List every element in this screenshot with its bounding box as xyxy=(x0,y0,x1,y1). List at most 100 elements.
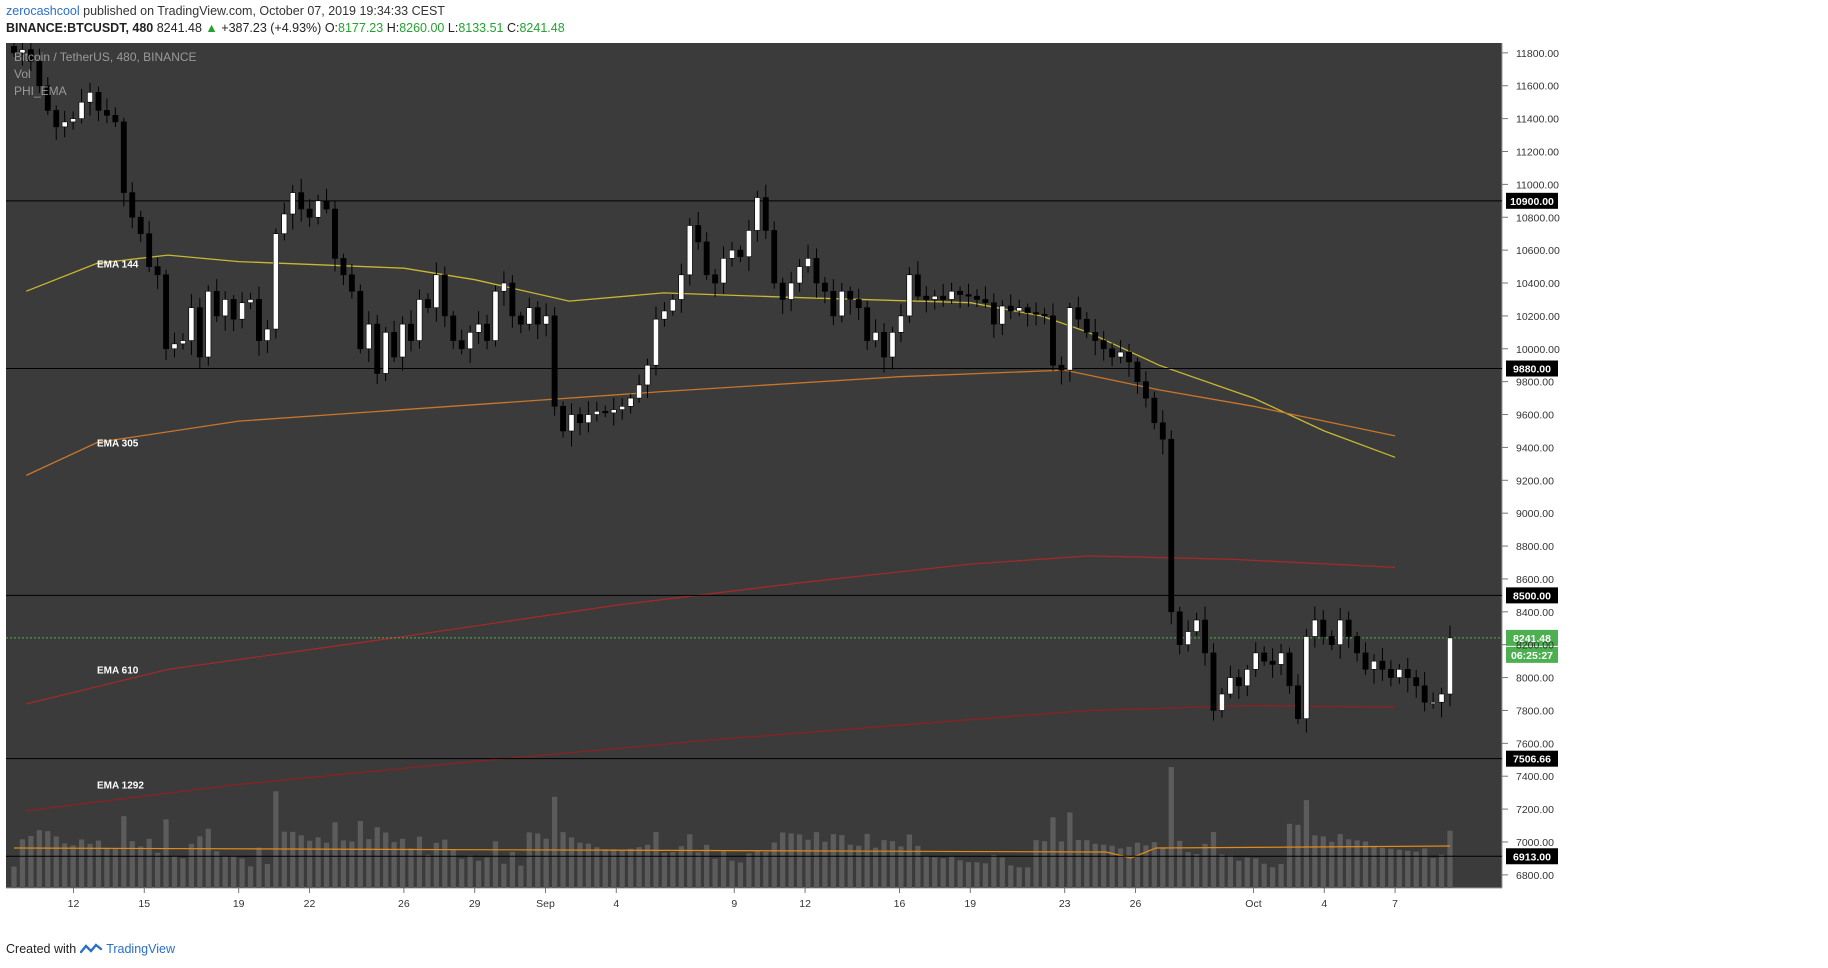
volume-bar xyxy=(1413,851,1419,888)
volume-bar xyxy=(70,845,76,888)
candle-body xyxy=(1303,636,1310,719)
volume-bar xyxy=(1210,832,1217,888)
volume-bar xyxy=(340,840,347,888)
candle-body xyxy=(754,197,761,231)
volume-bar xyxy=(991,854,997,888)
candle-body xyxy=(171,343,178,350)
candle-body xyxy=(433,274,440,308)
candle-body xyxy=(855,299,862,308)
countdown-label: 06:25:27 xyxy=(1511,650,1553,662)
candle-body xyxy=(188,307,195,341)
volume-ma-line xyxy=(13,845,1451,859)
x-tick-label: 9 xyxy=(731,898,737,910)
volume-bar xyxy=(754,850,760,888)
candle-body xyxy=(1295,685,1301,719)
volume-bar xyxy=(1084,840,1090,888)
volume-bar xyxy=(1151,842,1157,888)
candle-body xyxy=(948,290,955,300)
low-value: 8133.51 xyxy=(458,21,504,35)
candle-body xyxy=(898,315,904,333)
level-badge xyxy=(1506,750,1558,767)
y-tick-label: 9000.00 xyxy=(1516,508,1554,520)
volume-bar xyxy=(949,856,955,888)
y-tick-label: 9400.00 xyxy=(1516,442,1554,454)
y-tick-label: 7600.00 xyxy=(1516,738,1554,750)
candle-body xyxy=(619,406,626,410)
volume-bar xyxy=(290,831,296,888)
volume-bar xyxy=(636,847,642,888)
candle-body xyxy=(458,340,465,350)
y-tick-label: 10200.00 xyxy=(1516,311,1560,323)
countdown-badge xyxy=(1506,646,1558,663)
volume-bar xyxy=(36,830,42,888)
candle-body xyxy=(180,340,186,345)
candle-body xyxy=(1354,636,1361,654)
volume-bar xyxy=(644,844,651,888)
volume-bar xyxy=(433,842,439,888)
volume-bar xyxy=(695,852,701,888)
candle-body xyxy=(517,315,524,325)
volume-bar xyxy=(1143,845,1149,888)
candle-body xyxy=(1278,652,1284,665)
volume-bar xyxy=(129,841,135,888)
volume-bar xyxy=(1253,858,1259,888)
candle-body xyxy=(788,282,795,300)
tradingview-link[interactable]: TradingView xyxy=(106,942,175,956)
volume-bar xyxy=(763,851,769,888)
candle-body xyxy=(87,92,93,103)
candle-body xyxy=(1185,631,1192,645)
y-tick-label: 11400.00 xyxy=(1516,114,1559,126)
y-tick-label: 8000.00 xyxy=(1516,673,1554,685)
volume-bar xyxy=(543,838,549,888)
chart-area[interactable]: 10900.00 9880.00 8500.00 7506.66 6913.00 8241… xyxy=(6,39,1822,931)
candle-body xyxy=(1244,669,1251,687)
candle-body xyxy=(914,274,921,297)
candle-body xyxy=(881,332,887,358)
candle-body xyxy=(669,299,676,312)
volume-bar xyxy=(1134,842,1141,888)
candle-body xyxy=(1083,318,1090,333)
close-value: 8241.48 xyxy=(519,21,565,35)
volume-bar xyxy=(1075,840,1081,888)
candle-body xyxy=(1075,307,1082,320)
candle-body xyxy=(610,409,617,414)
volume-bar xyxy=(1396,849,1402,888)
candle-body xyxy=(999,305,1006,325)
candle-body xyxy=(1202,619,1208,654)
candle-body xyxy=(19,49,26,54)
volume-bar xyxy=(425,854,431,888)
y-tick-label: 10000.00 xyxy=(1516,344,1560,356)
candle-body xyxy=(982,299,989,304)
volume-bar xyxy=(1041,841,1048,888)
legend-vol: Vol xyxy=(14,67,31,81)
volume-bar xyxy=(264,864,271,888)
volume-bar xyxy=(704,844,710,888)
volume-bar xyxy=(1126,846,1132,888)
candle-body xyxy=(467,332,474,350)
volume-bar xyxy=(121,816,127,888)
x-tick-label: Sep xyxy=(536,898,555,910)
candle-body xyxy=(931,295,938,300)
candle-body xyxy=(745,230,752,258)
y-tick-label: 11600.00 xyxy=(1516,81,1559,93)
ema-label: EMA 305 xyxy=(97,438,139,449)
y-tick-label: 7400.00 xyxy=(1516,771,1554,783)
candle-body xyxy=(1033,312,1040,315)
candle-body xyxy=(940,295,947,300)
volume-bar xyxy=(95,840,102,888)
candle-body xyxy=(593,410,600,415)
volume-bar xyxy=(796,834,803,888)
ema-1292-line xyxy=(26,704,1396,812)
time-axis-background xyxy=(6,888,1502,931)
volume-bar xyxy=(467,855,473,888)
y-tick-label: 11200.00 xyxy=(1516,147,1559,159)
volume-bar xyxy=(450,849,456,888)
candle-body xyxy=(1413,677,1420,687)
volume-bar xyxy=(1405,850,1411,888)
volume-bar xyxy=(1261,863,1267,888)
volume-bar xyxy=(881,840,887,888)
candle-body xyxy=(306,208,313,218)
author-link[interactable]: zerocashcool xyxy=(6,4,80,18)
candle-body xyxy=(703,241,710,276)
price-chart[interactable]: 10900.00 9880.00 8500.00 7506.66 6913.00 8241… xyxy=(6,39,1822,931)
